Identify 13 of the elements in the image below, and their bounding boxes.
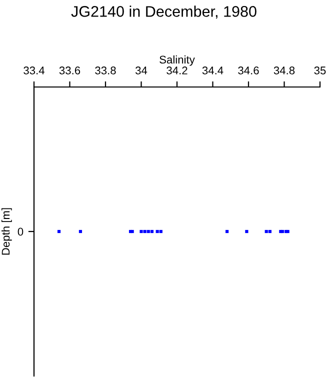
x-tick-label: 34.6	[238, 66, 259, 74]
x-axis-title: Salinity	[160, 55, 195, 66]
x-tick-label: 34.4	[202, 66, 224, 74]
x-tick-label: 34	[135, 66, 148, 74]
x-tick-label: 33.4	[24, 66, 44, 74]
x-tick-label: 33.8	[95, 66, 116, 74]
x-tick-label: 33.6	[59, 66, 80, 74]
y-tick-label: 0	[18, 228, 24, 236]
x-tick-label: 35	[314, 66, 326, 74]
chart-title: JG2140 in December, 1980	[71, 6, 256, 19]
y-axis-title: Depth [m]	[1, 208, 12, 255]
x-tick-label: 34.2	[166, 66, 188, 74]
x-tick-label: 34.8	[274, 66, 295, 74]
